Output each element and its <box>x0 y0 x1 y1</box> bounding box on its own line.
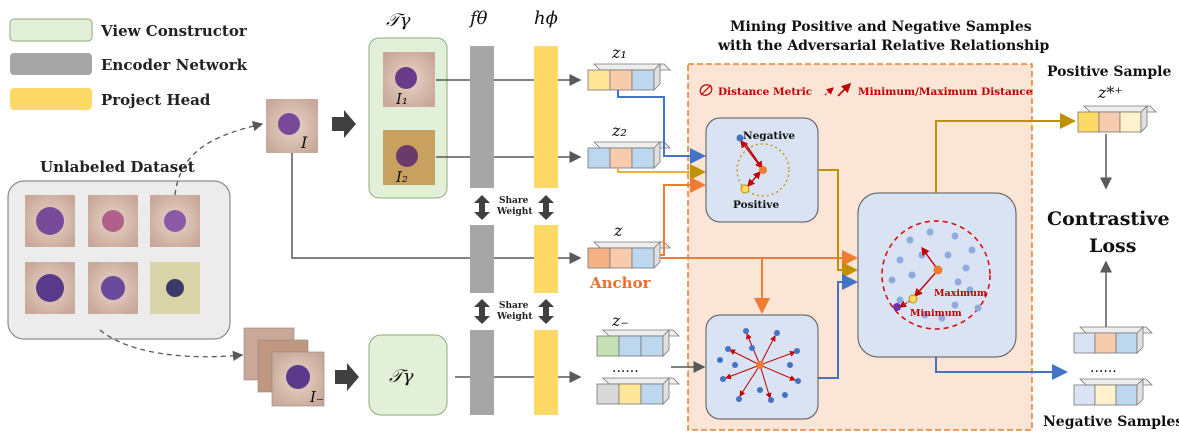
min-max-distance-label: Minimum/Maximum Distance <box>858 86 1033 98</box>
unlabeled-dataset-title: Unlabeled Dataset <box>40 158 195 176</box>
image-Iminus-stack: I₋ <box>243 327 325 407</box>
encoder-symbol: fθ <box>468 8 488 29</box>
encoder-middle <box>470 225 494 293</box>
contrastive-loss-line1: Contrastive <box>1047 208 1170 230</box>
share-weight-2-label: Share <box>499 301 529 311</box>
mining-legend: Distance Metric Minimum/Maximum Distance <box>699 82 1033 98</box>
share-weight-1-label-b: Weight <box>496 207 533 217</box>
aggregate-points <box>888 228 982 322</box>
aggregate-panel: Maximum Minimum <box>857 192 1017 358</box>
negative-samples-dots: ...... <box>1090 360 1117 376</box>
image-Iminus-label: I₋ <box>309 388 324 406</box>
distance-metric-label: Distance Metric <box>718 86 812 98</box>
unlabeled-dataset: Unlabeled Dataset <box>7 158 231 340</box>
positive-sample-title: Positive Sample <box>1047 64 1171 80</box>
anchor-label: Anchor <box>589 274 652 292</box>
minimum-label: Minimum <box>910 308 962 319</box>
dataset-image-grid <box>25 195 200 314</box>
project-head-middle <box>534 225 558 293</box>
dashed-arrow-to-I <box>174 121 264 196</box>
vector-z1: z₁ <box>587 43 671 91</box>
z2-label: z₂ <box>611 121 627 140</box>
mining-title-2: with the Adversarial Relative Relationsh… <box>717 38 1050 54</box>
vector-z-minus: z₋ ...... <box>596 311 680 405</box>
transform-bottom-label: 𝒯γ <box>389 366 414 387</box>
z-minus-dots: ...... <box>612 360 639 376</box>
vector-z2: z₂ <box>587 121 671 169</box>
negative-samples: ...... Negative Samples <box>1043 326 1179 430</box>
legend: View Constructor Encoder Network Project… <box>9 18 248 110</box>
positive-negative-panel: Negative Positive <box>705 117 819 223</box>
legend-swatch-project-head <box>10 88 92 110</box>
negative-samples-title: Negative Samples <box>1043 414 1179 430</box>
arrow-z1-to-panel <box>617 90 706 164</box>
arrow-anchor-to-panel <box>660 177 706 256</box>
image-I1-label: I₁ <box>395 90 408 108</box>
big-arrow-top <box>332 110 356 138</box>
share-weight-2-label-b: Weight <box>496 312 533 322</box>
arrow-aggregate-to-positive <box>935 113 1076 193</box>
arrow-cluster-to-aggregate <box>818 274 858 379</box>
positive-label: Positive <box>733 199 779 211</box>
dashed-arrow-to-Iminus <box>99 329 244 362</box>
view-constructor-bottom <box>368 334 448 416</box>
legend-label-project-head: Project Head <box>101 91 211 109</box>
aggregate-positive-point <box>908 294 918 304</box>
project-head-symbol: hϕ <box>534 8 558 29</box>
negative-point <box>736 134 744 142</box>
view-constructor-top: 𝒯γ I₁ I₂ <box>368 10 448 199</box>
arrow-panel-to-aggregate <box>818 169 858 278</box>
arrow-aggregate-to-negatives <box>935 357 1068 380</box>
share-weight-1-label: Share <box>499 196 529 206</box>
z1-label: z₁ <box>611 43 627 62</box>
share-weight-1: Share Weight <box>474 195 554 220</box>
legend-swatch-encoder <box>10 53 92 75</box>
negative-label: Negative <box>743 130 795 142</box>
mining-title-1: Mining Positive and Negative Samples <box>730 19 1032 35</box>
cluster-points <box>717 328 801 403</box>
image-I-label: I <box>300 133 308 152</box>
positive-point <box>740 184 750 194</box>
image-I: I <box>266 99 318 153</box>
z-minus-label: z₋ <box>611 311 629 330</box>
contrastive-loss-line2: Loss <box>1089 235 1136 257</box>
aggregate-anchor-point <box>933 265 943 275</box>
cluster-anchor-point <box>756 361 764 369</box>
project-head-bottom <box>534 330 558 415</box>
vector-z-anchor: z Anchor <box>587 221 671 292</box>
distance-metric-icon <box>699 84 713 96</box>
maximum-label: Maximum <box>934 288 987 299</box>
aggregate-negative-point <box>893 303 901 311</box>
legend-label-encoder: Encoder Network <box>101 56 248 74</box>
z-label: z <box>613 221 623 240</box>
image-I2-label: I₂ <box>395 168 408 186</box>
arrow-z2-to-panel <box>617 164 706 180</box>
legend-swatch-view-constructor <box>9 18 93 42</box>
transform-top-label: 𝒯γ <box>386 10 411 31</box>
min-max-distance-icon <box>824 82 852 97</box>
positive-sample: Positive Sample z*⁺ <box>1047 64 1171 133</box>
z-star-plus-label: z*⁺ <box>1097 83 1123 102</box>
share-weight-2: Share Weight <box>474 299 554 324</box>
anchor-point <box>759 166 767 174</box>
big-arrow-bottom <box>335 363 359 391</box>
encoder-bottom <box>470 330 494 415</box>
project-head-top <box>534 46 558 188</box>
encoder-top <box>470 46 494 188</box>
negatives-cluster-panel <box>705 314 819 420</box>
legend-label-view-constructor: View Constructor <box>100 22 248 40</box>
